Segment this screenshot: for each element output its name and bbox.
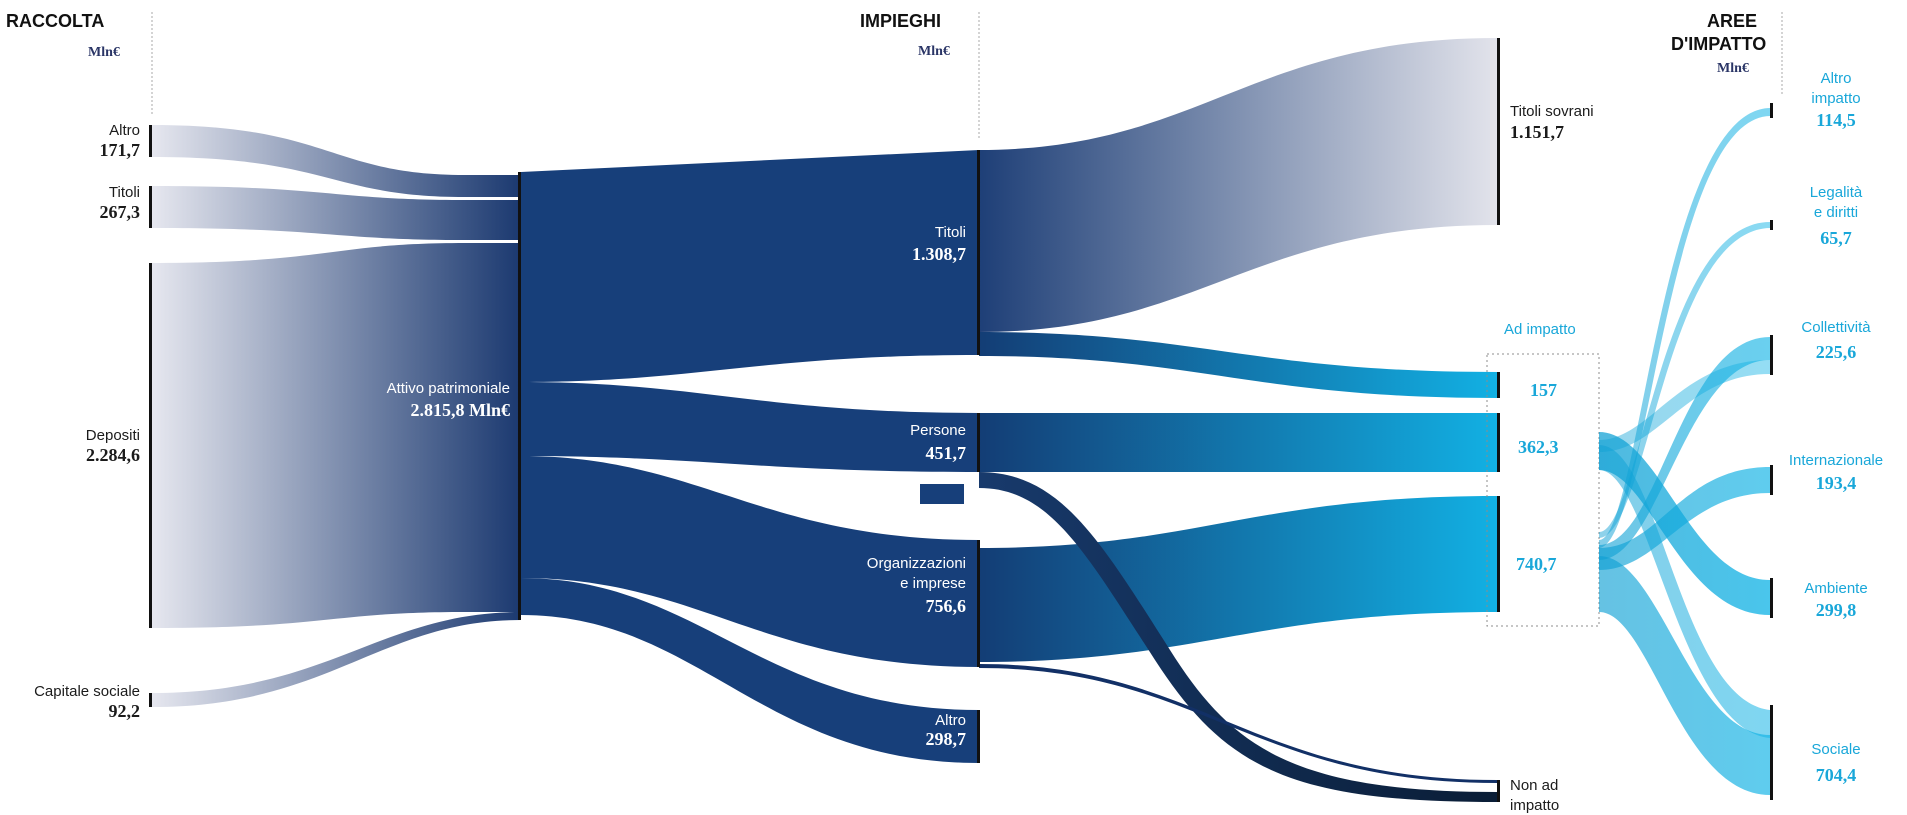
node-bar-area-altro-impatto [1770, 103, 1773, 118]
flow-area-sociale-2 [1599, 445, 1770, 738]
node-bar-impieghi-altro [977, 710, 980, 763]
flow-capitale-attivo [152, 612, 521, 707]
node-bar-altro-raccolta [149, 125, 152, 157]
raccolta-depositi-value: 2.284,6 [86, 445, 140, 465]
node-bar-impatto-740 [1497, 496, 1500, 612]
area-ambiente-value: 299,8 [1816, 600, 1857, 620]
ad-impatto-label: Ad impatto [1504, 321, 1576, 338]
flow-attivo-organizzazioni [521, 456, 979, 667]
ad-impatto-value-157: 157 [1530, 380, 1557, 400]
ad-impatto-box [1486, 353, 1600, 627]
ad-impatto-value-740: 740,7 [1516, 554, 1557, 574]
area-sociale-label: Sociale [1811, 741, 1860, 758]
non-impatto-label-2: impatto [1510, 797, 1559, 814]
unit-aree: Mln€ [1717, 61, 1749, 76]
impieghi-organizzazioni-label: Organizzazioni [867, 555, 966, 572]
node-bar-impatto-362 [1497, 413, 1500, 472]
flow-area-collettivita-1 [1599, 337, 1770, 560]
ad-impatto-value-362: 362,3 [1518, 437, 1559, 457]
node-bar-non-impatto [1497, 780, 1500, 802]
area-internazionale-label: Internazionale [1789, 452, 1883, 469]
attivo-label: Attivo patrimoniale [387, 380, 510, 397]
non-impatto-label-1: Non ad [1510, 777, 1558, 794]
flow-attivo-persone [521, 382, 979, 472]
raccolta-capitale-value: 92,2 [109, 701, 141, 721]
flow-titoli-sovrani [979, 38, 1497, 332]
flow-altro-attivo [152, 125, 521, 197]
area-altro-impatto-label: Altro [1821, 70, 1852, 87]
node-bar-impieghi-titoli [977, 150, 980, 355]
impieghi-altro-value: 298,7 [926, 729, 967, 749]
node-bar-impieghi-persone [977, 413, 980, 472]
raccolta-titoli-value: 267,3 [100, 202, 141, 222]
impieghi-titoli-label: Titoli [935, 224, 966, 241]
area-legalita-value: 65,7 [1820, 228, 1852, 248]
titoli-sovrani-value: 1.151,7 [1510, 122, 1564, 142]
node-bar-impatto-157 [1497, 372, 1500, 398]
impieghi-titoli-value: 1.308,7 [912, 244, 966, 264]
flow-depositi-attivo [152, 243, 521, 628]
raccolta-altro-label: Altro [109, 122, 140, 139]
flow-persone-impatto [979, 413, 1497, 472]
node-bar-area-ambiente [1770, 578, 1773, 618]
area-internazionale-value: 193,4 [1816, 473, 1857, 493]
flow-titoli-impatto [979, 332, 1497, 398]
flow-area-sociale-1 [1599, 556, 1770, 795]
node-bar-capitale-sociale [149, 693, 152, 707]
area-sociale-value: 704,4 [1816, 765, 1857, 785]
node-bar-titoli-raccolta [149, 186, 152, 228]
area-collettivita-label: Collettività [1801, 319, 1871, 336]
unit-impieghi: Mln€ [918, 44, 950, 59]
titoli-sovrani-label: Titoli sovrani [1510, 103, 1594, 120]
area-legalita-label2: e diritti [1814, 204, 1858, 221]
unit-raccolta: Mln€ [88, 45, 120, 60]
flow-persone-non-impatto [979, 472, 1497, 802]
area-altro-impatto-label2: impatto [1811, 90, 1860, 107]
header-aree-line1: AREE [1707, 11, 1757, 31]
flow-attivo-altro [521, 578, 979, 763]
flow-area-ambiente [1599, 432, 1770, 615]
impieghi-persone-label: Persone [910, 422, 966, 439]
node-bar-depositi [149, 263, 152, 628]
node-bar-attivo [518, 172, 521, 620]
impieghi-organizzazioni-value: 756,6 [926, 596, 967, 616]
header-raccolta: RACCOLTA [6, 11, 104, 31]
flow-organizzazioni-non-impatto [979, 664, 1497, 783]
flow-attivo-titoli [521, 150, 979, 382]
node-bar-area-collettivita [1770, 335, 1773, 375]
flow-area-collettivita-2 [1599, 360, 1770, 452]
area-ambiente-label: Ambiente [1804, 580, 1867, 597]
header-impieghi: IMPIEGHI [860, 11, 941, 31]
flow-organizzazioni-impatto [979, 496, 1497, 662]
node-bar-area-internazionale [1770, 465, 1773, 495]
node-bar-titoli-sovrani [1497, 38, 1500, 225]
impieghi-persone-value: 451,7 [926, 443, 967, 463]
header-aree-line2: D'IMPATTO [1671, 34, 1766, 54]
raccolta-titoli-label: Titoli [109, 184, 140, 201]
raccolta-altro-value: 171,7 [100, 140, 141, 160]
node-bar-area-sociale [1770, 705, 1773, 800]
raccolta-depositi-label: Depositi [86, 427, 140, 444]
node-bar-area-legalita [1770, 220, 1773, 230]
attivo-value: 2.815,8 Mln€ [410, 400, 510, 420]
area-collettivita-value: 225,6 [1816, 342, 1857, 362]
area-altro-impatto-value: 114,5 [1816, 110, 1856, 130]
area-legalita-label: Legalità [1810, 184, 1863, 201]
impieghi-organizzazioni-label2: e imprese [900, 575, 966, 592]
persone-stub [920, 484, 964, 504]
raccolta-capitale-label: Capitale sociale [34, 683, 140, 700]
impieghi-altro-label: Altro [935, 712, 966, 729]
node-bar-impieghi-organizzazioni [977, 540, 980, 667]
flow-titoli-attivo [152, 186, 521, 240]
